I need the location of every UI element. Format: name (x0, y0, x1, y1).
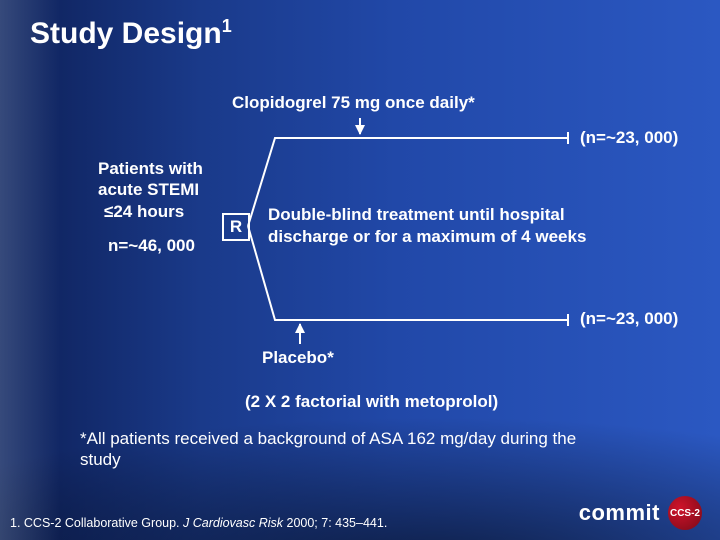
randomization-box: R (222, 213, 250, 241)
citation: 1. CCS-2 Collaborative Group. J Cardiova… (10, 516, 387, 530)
slide-title: Study Design1 (30, 16, 232, 51)
patients-block: Patients with acute STEMI ≤24 hours (98, 158, 203, 222)
logo-text: commit (579, 500, 660, 526)
arm-top-label: Clopidogrel 75 mg once daily* (232, 93, 475, 113)
sidebar-glow (0, 0, 60, 540)
asa-footnote: *All patients received a background of A… (80, 428, 600, 471)
citation-journal: J Cardiovasc Risk (183, 516, 283, 530)
factorial-note: (2 X 2 factorial with metoprolol) (245, 392, 498, 412)
citation-suffix: 2000; 7: 435–441. (283, 516, 387, 530)
logo-badge: CCS-2 (668, 496, 702, 530)
arm-bottom-label: Placebo* (262, 348, 334, 368)
slide: Study Design1 Clopidogrel 75 mg once dai… (0, 0, 720, 540)
treatment-line1: Double-blind treatment until hospital (268, 204, 586, 226)
patients-n: n=~46, 000 (108, 236, 195, 256)
commit-logo: commit CCS-2 (579, 496, 702, 530)
arm-bottom-n: (n=~23, 000) (580, 309, 678, 329)
patients-line2: acute STEMI (98, 179, 203, 200)
treatment-text: Double-blind treatment until hospital di… (268, 204, 586, 248)
treatment-line2: discharge or for a maximum of 4 weeks (268, 226, 586, 248)
patients-line3: ≤24 hours (98, 201, 203, 222)
arm-top-n: (n=~23, 000) (580, 128, 678, 148)
patients-line1: Patients with (98, 158, 203, 179)
citation-prefix: 1. CCS-2 Collaborative Group. (10, 516, 183, 530)
